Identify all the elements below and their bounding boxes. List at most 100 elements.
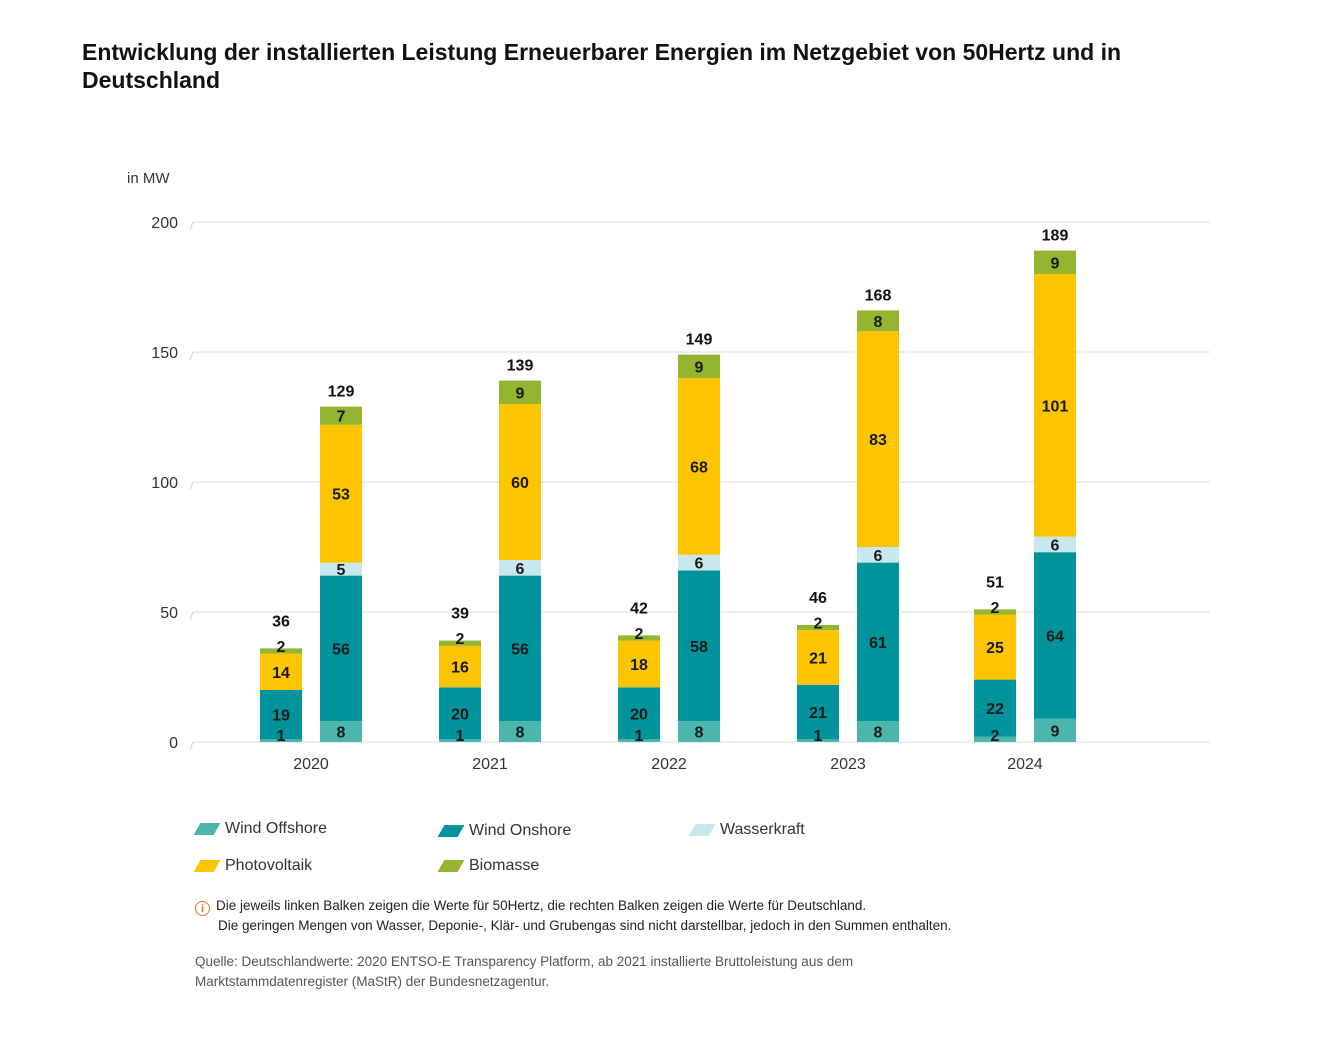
axis-tick-mark [189, 611, 194, 621]
x-tick-label: 2024 [1007, 756, 1043, 773]
bar-segment [499, 404, 541, 560]
bar-segment [678, 554, 720, 571]
axis-tick-mark [189, 741, 194, 751]
total-label: 139 [507, 358, 534, 375]
total-label: 36 [272, 613, 290, 630]
data-label: 1 [277, 728, 286, 745]
legend-swatch [688, 824, 716, 836]
bar-segment [1034, 274, 1076, 537]
total-label: 46 [809, 590, 827, 607]
data-label: 60 [511, 475, 529, 492]
bar-segment [260, 739, 302, 742]
data-label: 56 [511, 641, 529, 658]
bar-segment [678, 378, 720, 555]
data-label: 2 [277, 639, 286, 656]
bar-segment [797, 630, 839, 685]
legend-item-biomasse: Biomasse [437, 857, 540, 875]
axis-tick-mark [189, 351, 194, 361]
bar-segment [439, 645, 481, 688]
legend-item-photovoltaik: Photovoltaik [193, 857, 312, 875]
bar-segment [797, 684, 839, 740]
data-label: 53 [332, 487, 350, 504]
bar-segment [499, 575, 541, 722]
legend-swatch [437, 825, 465, 837]
footnote: i Die jeweils linken Balken zeigen die We… [195, 896, 951, 936]
x-tick-label: 2021 [472, 756, 508, 773]
bar-segment [1034, 718, 1076, 742]
bar-segment [1034, 250, 1076, 274]
data-label: 14 [272, 665, 290, 682]
data-label: 18 [630, 657, 648, 674]
bar-segment [499, 380, 541, 404]
data-label: 22 [986, 701, 1004, 718]
data-label: 2 [991, 728, 1000, 745]
info-icon: i [195, 901, 210, 916]
axis-tick-mark [189, 481, 194, 491]
legend-item-wasserkraft: Wasserkraft [688, 821, 805, 839]
footnote-text-2: Die geringen Mengen von Wasser, Deponie-… [218, 918, 952, 933]
bar-segment [678, 354, 720, 378]
data-label: 64 [1046, 628, 1064, 645]
data-label: 8 [874, 725, 883, 742]
bar-segment [618, 739, 660, 742]
axis-tick-mark [189, 221, 194, 231]
bar-segment [974, 679, 1016, 737]
data-label: 9 [516, 385, 525, 402]
bar-segment [678, 570, 720, 722]
bar-segment [439, 640, 481, 646]
data-label: 21 [809, 651, 827, 668]
bar-segment [974, 609, 1016, 615]
data-label: 5 [337, 562, 346, 579]
total-label: 39 [451, 606, 469, 623]
bar-segment [260, 648, 302, 654]
total-label: 129 [328, 384, 355, 401]
bar-segment [439, 739, 481, 742]
legend-label: Biomasse [469, 857, 540, 874]
total-label: 149 [686, 332, 713, 349]
bar-segment [1034, 536, 1076, 553]
bar-segment [320, 721, 362, 742]
bar-segment [857, 331, 899, 547]
data-label: 9 [1051, 723, 1060, 740]
bar-segment [857, 547, 899, 563]
data-label: 16 [451, 660, 469, 677]
data-label: 8 [695, 725, 704, 742]
legend-item-wind-onshore: Wind Onshore [437, 822, 572, 840]
total-label: 51 [986, 574, 1004, 591]
footnote-line-1: i Die jeweils linken Balken zeigen die We… [195, 896, 951, 916]
bar-segment [439, 687, 481, 740]
bar-segment [857, 562, 899, 722]
data-label: 6 [695, 556, 704, 573]
bar-segment [1034, 552, 1076, 719]
bar-segment [618, 640, 660, 688]
x-tick-label: 2023 [830, 756, 866, 773]
bar-segment [974, 736, 1016, 742]
legend-label: Wasserkraft [720, 821, 805, 838]
legend-swatch [193, 823, 221, 835]
y-tick-label: 50 [160, 605, 178, 622]
y-tick-label: 200 [151, 215, 178, 232]
bar-segment [857, 310, 899, 332]
total-label: 189 [1042, 228, 1069, 245]
legend-label: Wind Onshore [469, 822, 572, 839]
bar-segment [499, 721, 541, 742]
x-tick-label: 2020 [293, 756, 329, 773]
footnote-text-1: Die jeweils linken Balken zeigen die Wer… [216, 898, 867, 913]
data-label: 8 [516, 725, 525, 742]
data-label: 9 [1051, 255, 1060, 272]
data-label: 6 [1051, 537, 1060, 554]
unit-label: in MW [127, 170, 170, 187]
data-label: 2 [456, 631, 465, 648]
data-label: 8 [874, 314, 883, 331]
bar-segment [499, 560, 541, 576]
legend-swatch [437, 860, 465, 872]
y-tick-label: 0 [169, 735, 178, 752]
data-label: 9 [695, 359, 704, 376]
legend-item-wind-offshore: Wind Offshore [193, 820, 327, 838]
data-label: 1 [456, 728, 465, 745]
data-label: 2 [814, 616, 823, 633]
data-label: 68 [690, 459, 708, 476]
x-tick-label: 2022 [651, 756, 687, 773]
data-label: 56 [332, 641, 350, 658]
bar-segment [678, 721, 720, 742]
